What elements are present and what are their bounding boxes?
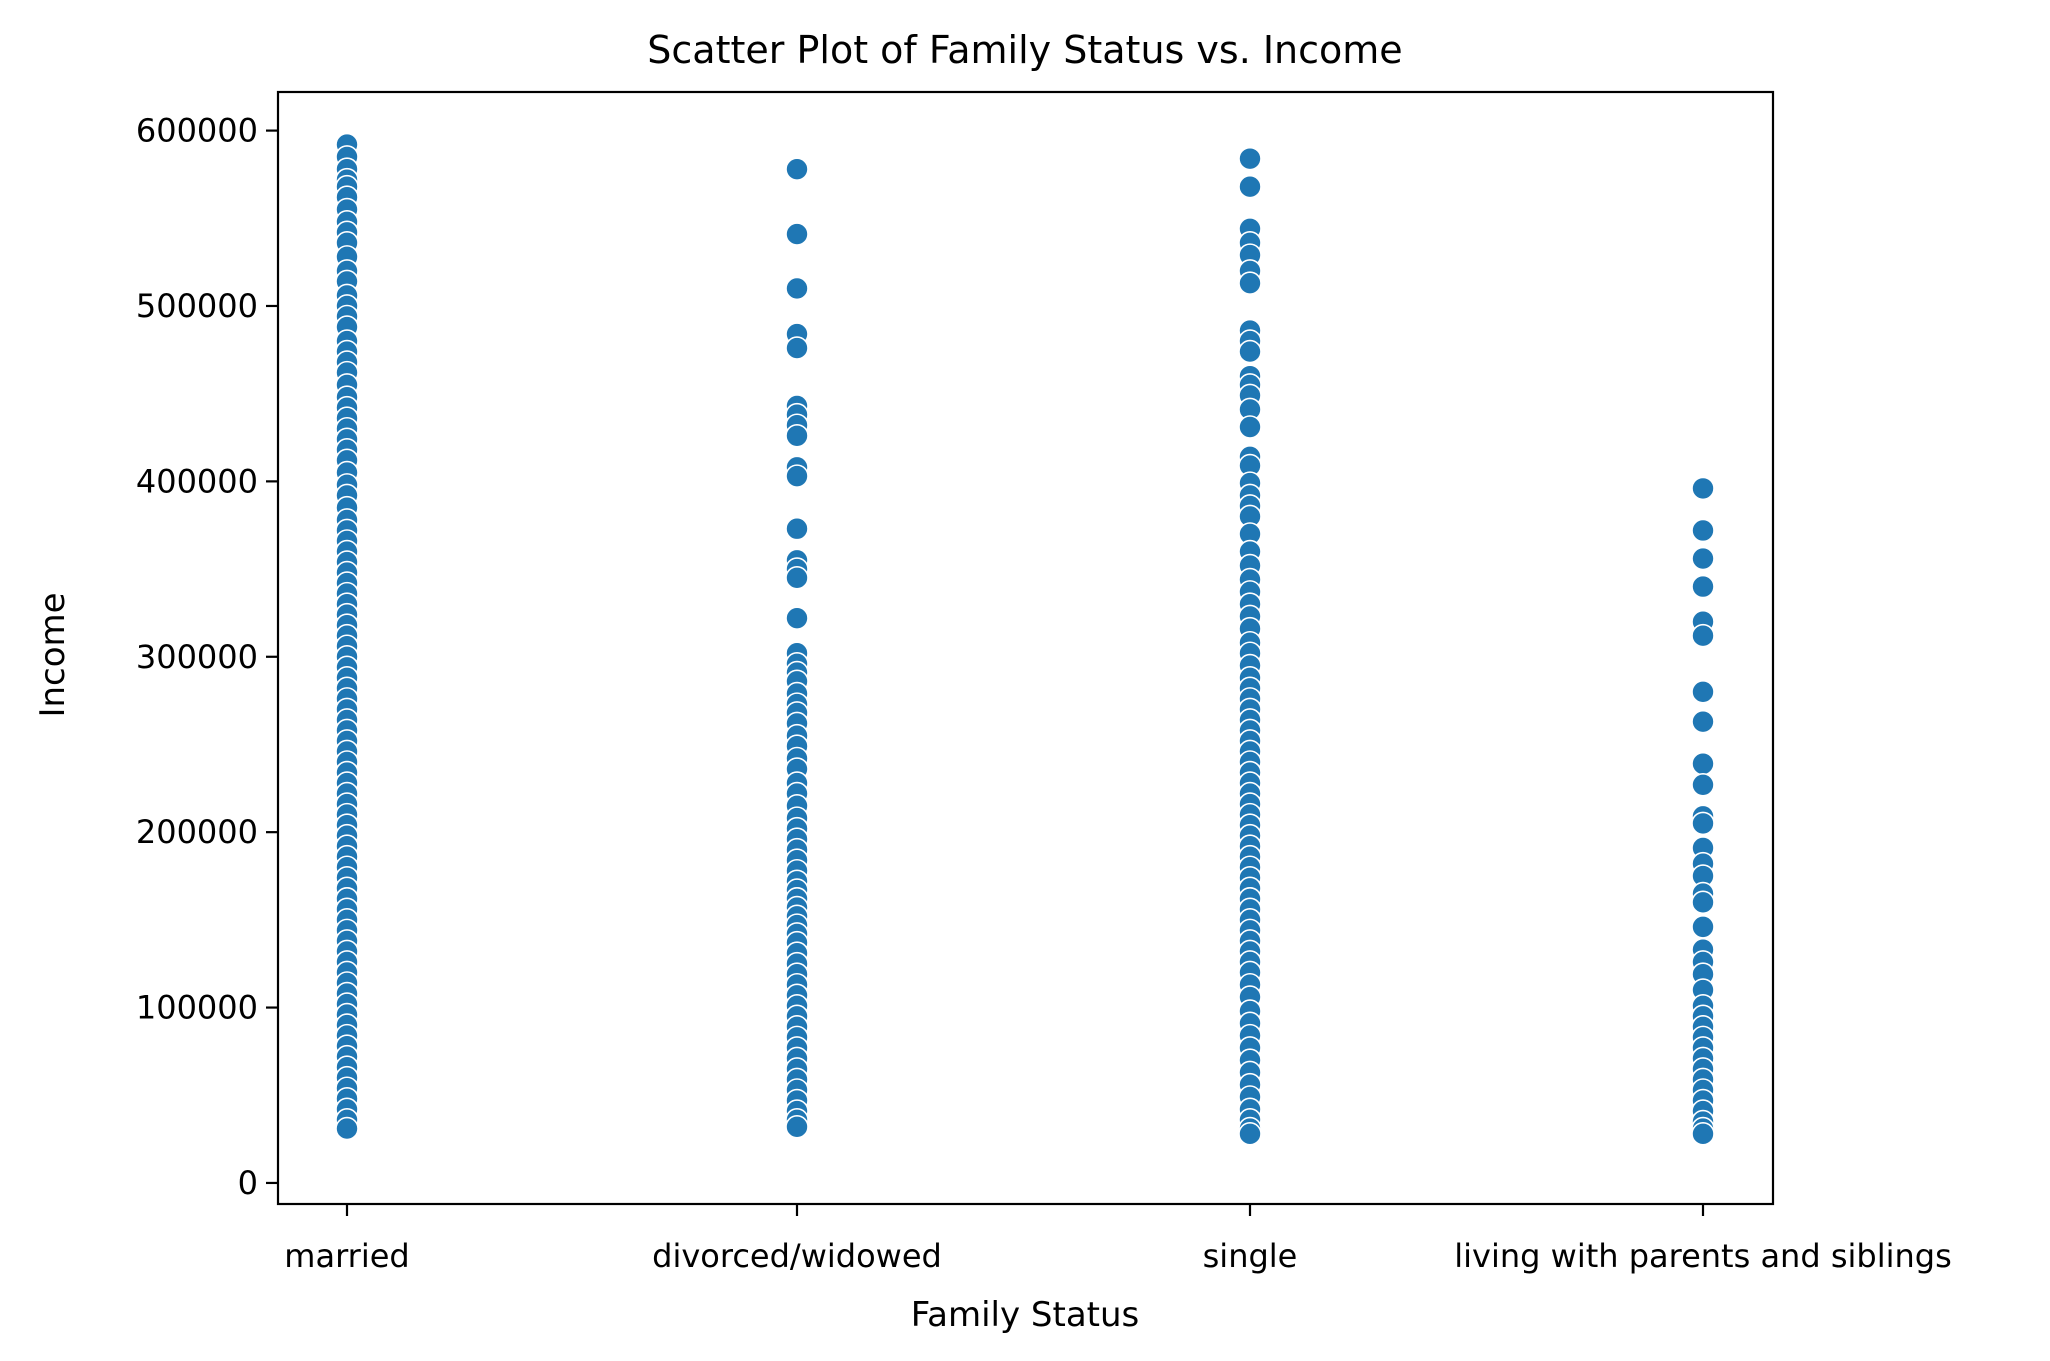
- data-point: [785, 276, 809, 301]
- y-tick-label: 200000: [136, 813, 258, 851]
- data-point: [785, 566, 809, 590]
- data-point: [1238, 174, 1262, 199]
- data-point: [785, 423, 809, 448]
- y-tick-label: 600000: [136, 112, 258, 150]
- data-point: [785, 222, 809, 246]
- y-tick-label: 300000: [136, 638, 258, 676]
- data-point: [1691, 518, 1715, 543]
- data-point: [1238, 271, 1262, 295]
- x-tick-label: divorced/widowed: [652, 1237, 942, 1275]
- data-point: [1691, 773, 1715, 797]
- plot-frame: [276, 90, 1775, 1206]
- data-point: [1691, 476, 1715, 501]
- x-axis: married divorced/widowed single living with…: [284, 1204, 1952, 1275]
- data-point: [1691, 680, 1715, 704]
- data-point: [1691, 709, 1715, 734]
- data-point: [1238, 339, 1262, 364]
- data-point: [1691, 890, 1715, 915]
- data-point: [785, 516, 809, 541]
- x-tick-label: single: [1203, 1237, 1298, 1275]
- data-point: [1691, 1122, 1715, 1146]
- data-point: [785, 606, 809, 630]
- x-tick-label: married: [284, 1237, 409, 1275]
- data-point: [785, 1115, 809, 1139]
- chart-title: Scatter Plot of Family Status vs. Income: [647, 28, 1402, 72]
- data-point: [1691, 574, 1715, 599]
- data-point: [785, 157, 809, 181]
- x-axis-label: Family Status: [911, 1295, 1140, 1335]
- data-point: [1691, 751, 1715, 776]
- data-point: [335, 1116, 359, 1141]
- data-point: [1691, 811, 1715, 836]
- data-point: [1238, 415, 1262, 439]
- data-point: [1691, 915, 1715, 939]
- data-points: [335, 132, 1715, 1146]
- y-axis: 0 100000 200000 300000 400000 500000 600000: [136, 112, 278, 1202]
- y-tick-label: 500000: [136, 287, 258, 325]
- y-tick-label: 100000: [136, 989, 258, 1027]
- y-tick-label: 0: [238, 1164, 258, 1202]
- data-point: [1238, 1122, 1262, 1146]
- data-point: [785, 464, 809, 488]
- y-tick-label: 400000: [136, 462, 258, 500]
- data-point: [1691, 546, 1715, 571]
- data-point: [1238, 146, 1262, 171]
- data-point: [785, 336, 809, 360]
- x-tick-label: living with parents and siblings: [1454, 1237, 1951, 1275]
- y-axis-label: Income: [33, 592, 73, 717]
- data-point: [1691, 623, 1715, 648]
